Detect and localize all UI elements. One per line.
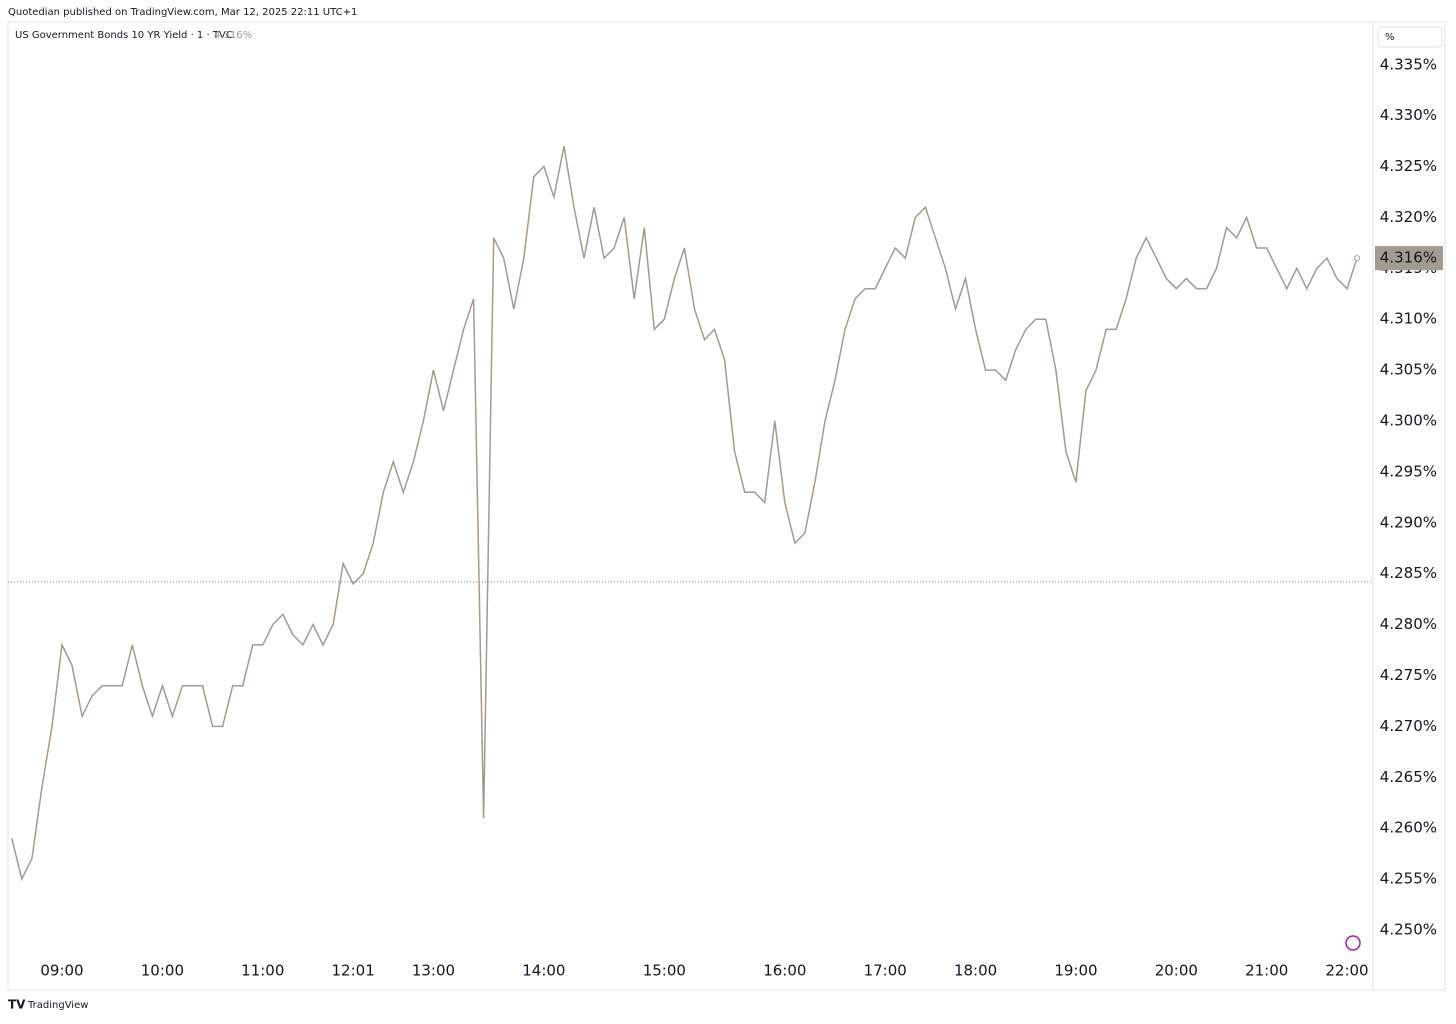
- y-tick-label: 4.265%: [1380, 768, 1437, 786]
- x-tick-label: 17:00: [864, 962, 907, 980]
- unit-box[interactable]: [1377, 26, 1443, 48]
- price-line: [11, 146, 1358, 882]
- last-price-label: 4.316%: [1380, 249, 1437, 267]
- logo-mark: TV: [8, 998, 26, 1012]
- x-tick-label: 16:00: [763, 962, 806, 980]
- y-tick-label: 4.270%: [1380, 717, 1437, 735]
- x-tick-label: 12:01: [332, 962, 375, 980]
- x-tick-label: 20:00: [1155, 962, 1198, 980]
- y-tick-label: 4.280%: [1380, 615, 1437, 633]
- y-tick-label: 4.325%: [1380, 157, 1437, 175]
- y-tick-label: 4.295%: [1380, 462, 1437, 480]
- last-price-badge: [1375, 246, 1443, 271]
- x-tick-label: 22:00: [1325, 962, 1368, 980]
- alert-icon[interactable]: [1345, 935, 1361, 951]
- unit-label: %: [1385, 32, 1395, 43]
- x-tick-label: 18:00: [954, 962, 997, 980]
- x-tick-label: 09:00: [40, 962, 83, 980]
- y-tick-label: 4.275%: [1380, 666, 1437, 684]
- y-tick-label: 4.260%: [1380, 819, 1437, 837]
- x-tick-label: 21:00: [1245, 962, 1288, 980]
- y-tick-label: 4.300%: [1380, 412, 1437, 430]
- x-tick-label: 19:00: [1054, 962, 1097, 980]
- published-note: Quotedian published on TradingView.com, …: [8, 7, 357, 18]
- y-tick-label: 4.320%: [1380, 208, 1437, 226]
- y-tick-label: 4.255%: [1380, 870, 1437, 888]
- y-tick-label: 4.310%: [1380, 310, 1437, 328]
- y-tick-label: 4.285%: [1380, 564, 1437, 582]
- y-tick-label: 4.250%: [1380, 920, 1437, 938]
- x-tick-label: 11:00: [241, 962, 284, 980]
- y-tick-label: 4.305%: [1380, 361, 1437, 379]
- tradingview-logo: TV TradingView: [8, 998, 88, 1012]
- x-tick-label: 10:00: [141, 962, 184, 980]
- logo-text: TradingView: [27, 1000, 88, 1011]
- x-tick-label: 15:00: [643, 962, 686, 980]
- y-tick-label: 4.290%: [1380, 513, 1437, 531]
- x-tick-label: 14:00: [522, 962, 565, 980]
- y-tick-label: 4.335%: [1380, 55, 1437, 73]
- last-point: [1354, 255, 1361, 262]
- legend-title: US Government Bonds 10 YR Yield · 1 · TV…: [15, 30, 233, 41]
- frame: [7, 21, 1446, 991]
- y-tick-label: 4.330%: [1380, 106, 1437, 124]
- x-tick-label: 13:00: [412, 962, 455, 980]
- legend-price: 4.316%: [214, 30, 252, 41]
